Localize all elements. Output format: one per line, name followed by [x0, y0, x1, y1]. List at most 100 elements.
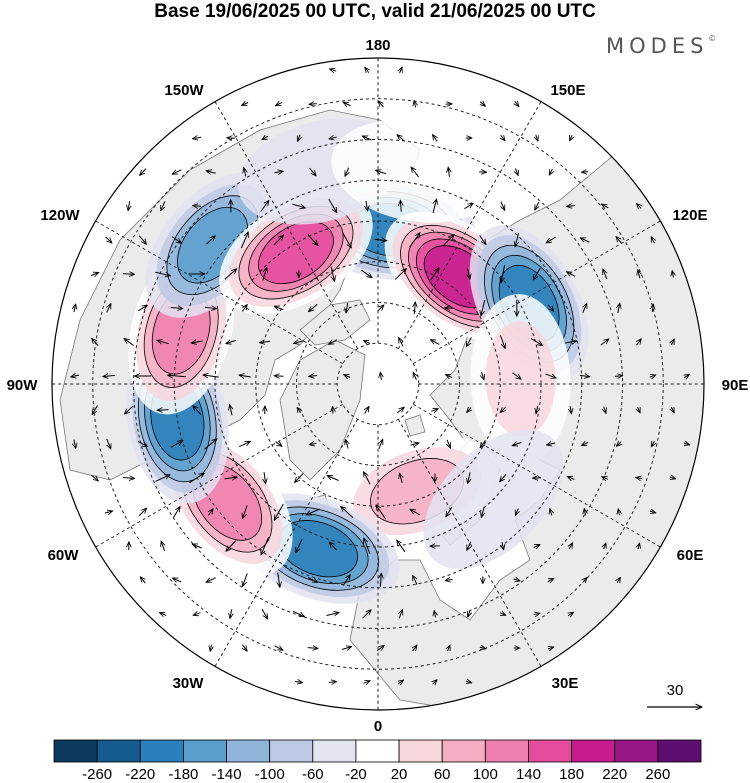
wind-arrow: [618, 509, 619, 516]
lon-label-60w: 60W: [48, 547, 80, 564]
wind-arrow: [652, 304, 653, 312]
wind-arrow: [309, 376, 317, 377]
wind-arrow: [329, 339, 338, 345]
wind-arrow: [329, 69, 337, 71]
wind-arrow: [501, 265, 506, 283]
wind-arrow: [649, 375, 656, 377]
wind-arrow: [512, 442, 522, 445]
colorbar-tick-label: 140: [516, 766, 541, 783]
wind-arrow: [400, 200, 401, 212]
wind-arrow: [398, 680, 403, 684]
colorbar-swatch: [571, 739, 616, 763]
colorbar-tick-label: 180: [559, 766, 584, 783]
colorbar-tick-label: 220: [602, 766, 627, 783]
wind-arrow: [533, 613, 540, 614]
colorbar-tick-label: -260: [82, 766, 112, 783]
lat-lon-grid: [52, 58, 704, 710]
wind-arrow: [638, 270, 640, 279]
wind-arrow: [292, 610, 305, 618]
wind-arrow: [204, 307, 217, 308]
colorbar-swatch: [614, 739, 659, 763]
wind-arrow: [107, 304, 112, 313]
wind-arrow: [362, 610, 372, 619]
wind-arrow: [274, 646, 283, 650]
wind-arrow: [106, 438, 111, 449]
wind-arrow: [435, 473, 436, 483]
lon-label-150w: 150W: [164, 82, 204, 99]
wind-arrow: [191, 341, 203, 343]
wind-arrow: [138, 235, 146, 245]
wind-arrow: [445, 373, 453, 377]
wind-arrow: [467, 472, 470, 483]
wind-arrow: [105, 236, 112, 243]
wind-arrow: [466, 541, 471, 551]
wind-arrow: [193, 137, 202, 138]
wind-arrow: [307, 576, 318, 582]
wind-arrow: [479, 235, 486, 244]
wind-arrow: [447, 439, 450, 448]
lon-label-30w: 30W: [173, 675, 205, 692]
wind-arrow: [243, 505, 248, 518]
wind-arrow: [399, 610, 402, 619]
wind-arrow: [224, 269, 237, 280]
wind-arrow: [533, 267, 541, 280]
wind-arrow: [294, 473, 304, 482]
wind-arrow: [160, 201, 166, 210]
svalbard-land: [404, 414, 426, 437]
wind-arrow: [230, 405, 233, 416]
wind-arrow: [159, 613, 167, 616]
wind-arrow: [636, 339, 641, 346]
wind-arrow: [295, 539, 303, 552]
wind-arrow: [414, 302, 415, 315]
wind-arrow: [189, 473, 204, 484]
wind-arrow: [261, 536, 270, 555]
wind-arrow: [583, 303, 587, 314]
colorbar-swatch: [182, 739, 227, 763]
wind-arrow: [226, 540, 237, 552]
wind-arrow: [361, 269, 373, 278]
wind-arrow: [329, 137, 337, 139]
wind-arrow: [238, 441, 250, 448]
wind-arrow: [515, 508, 518, 516]
lon-label-30e: 30E: [552, 675, 579, 692]
wind-arrow: [448, 167, 449, 177]
copyright-mark: ©: [708, 34, 717, 43]
wind-arrow: [432, 199, 437, 214]
wind-arrow: [140, 168, 147, 176]
wind-arrow: [261, 608, 268, 619]
colorbar-tick-label: -140: [212, 766, 242, 783]
wind-arrow: [242, 102, 249, 106]
wind-arrow: [412, 575, 418, 585]
wind-arrow: [413, 372, 416, 381]
wind-arrow: [206, 171, 216, 173]
wind-arrow: [155, 271, 170, 276]
wind-arrow: [379, 439, 383, 449]
modes-logo: MODES©: [606, 34, 716, 58]
wind-arrow: [536, 406, 538, 413]
wind-arrow: [307, 648, 318, 649]
wind-arrow: [545, 373, 556, 378]
wind-arrow: [600, 339, 609, 346]
wind-arrow: [90, 474, 98, 481]
wind-arrow: [90, 272, 99, 275]
wind-arrow: [71, 375, 80, 377]
wind-arrow: [672, 271, 673, 278]
wind-arrow: [343, 101, 351, 105]
wind-arrow: [400, 473, 403, 483]
wind-arrow: [397, 135, 406, 142]
wind-arrow: [547, 578, 554, 581]
wind-arrow: [274, 171, 283, 172]
lon-label-120e: 120E: [672, 207, 707, 224]
wind-arrow: [306, 508, 320, 515]
colorbar-swatch: [312, 739, 357, 763]
wind-arrow: [638, 406, 641, 413]
lon-label-120w: 120W: [40, 207, 80, 224]
wind-arrow: [413, 645, 417, 652]
wind-arrow: [481, 506, 484, 518]
wind-arrow: [331, 266, 334, 282]
wind-arrow: [341, 231, 351, 248]
wind-arrow: [292, 203, 305, 208]
wind-arrow: [584, 509, 585, 516]
